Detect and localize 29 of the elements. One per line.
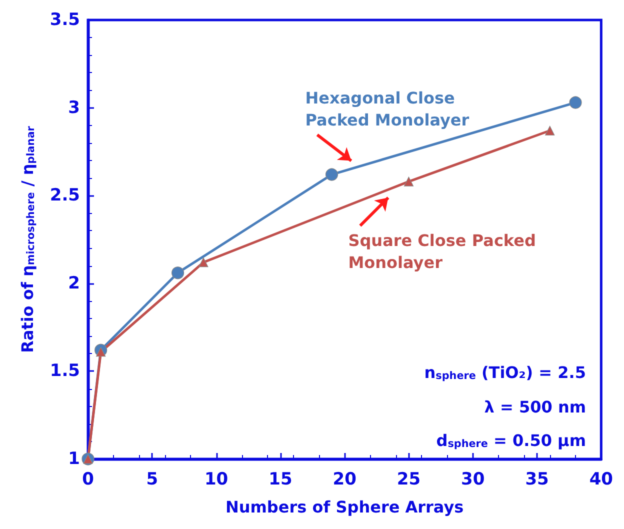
series-label: Square Close Packed Monolayer xyxy=(348,231,536,272)
point xyxy=(172,266,184,280)
x-tick-label: 10 xyxy=(204,470,228,490)
annotation: λ = 500 nm xyxy=(484,398,586,416)
annotation: dsphere = 0.50 µm xyxy=(436,430,586,450)
y-tick-label: 2 xyxy=(68,273,80,294)
y-tick-label: 3.5 xyxy=(50,10,80,30)
y-tick-label: 2.5 xyxy=(50,186,80,206)
annotation: nsphere (TiO₂) = 2.5 xyxy=(424,362,586,382)
point xyxy=(96,347,106,357)
x-axis-title: Numbers of Sphere Arrays xyxy=(225,498,464,516)
point xyxy=(198,258,208,268)
point xyxy=(404,176,414,186)
x-tick-label: 15 xyxy=(268,470,292,490)
point xyxy=(545,126,555,136)
y-tick-label: 1 xyxy=(68,449,80,469)
x-tick-label: 0 xyxy=(82,470,94,490)
point xyxy=(569,96,582,109)
y-axis-title: Ratio of ηmicrosphere / ηplanar xyxy=(18,125,37,353)
x-tick-label: 5 xyxy=(146,470,158,490)
y-tick-label: 3 xyxy=(68,98,80,118)
x-tick-label: 20 xyxy=(332,470,357,490)
point xyxy=(325,168,338,181)
x-tick-label: 25 xyxy=(396,470,421,490)
x-tick-label: 35 xyxy=(525,470,549,490)
y-tick-label: 1.5 xyxy=(50,361,80,382)
series-label: Hexagonal Close Packed Monolayer xyxy=(305,88,470,130)
x-tick-label: 30 xyxy=(461,470,485,490)
x-tick-label: 40 xyxy=(589,470,614,490)
